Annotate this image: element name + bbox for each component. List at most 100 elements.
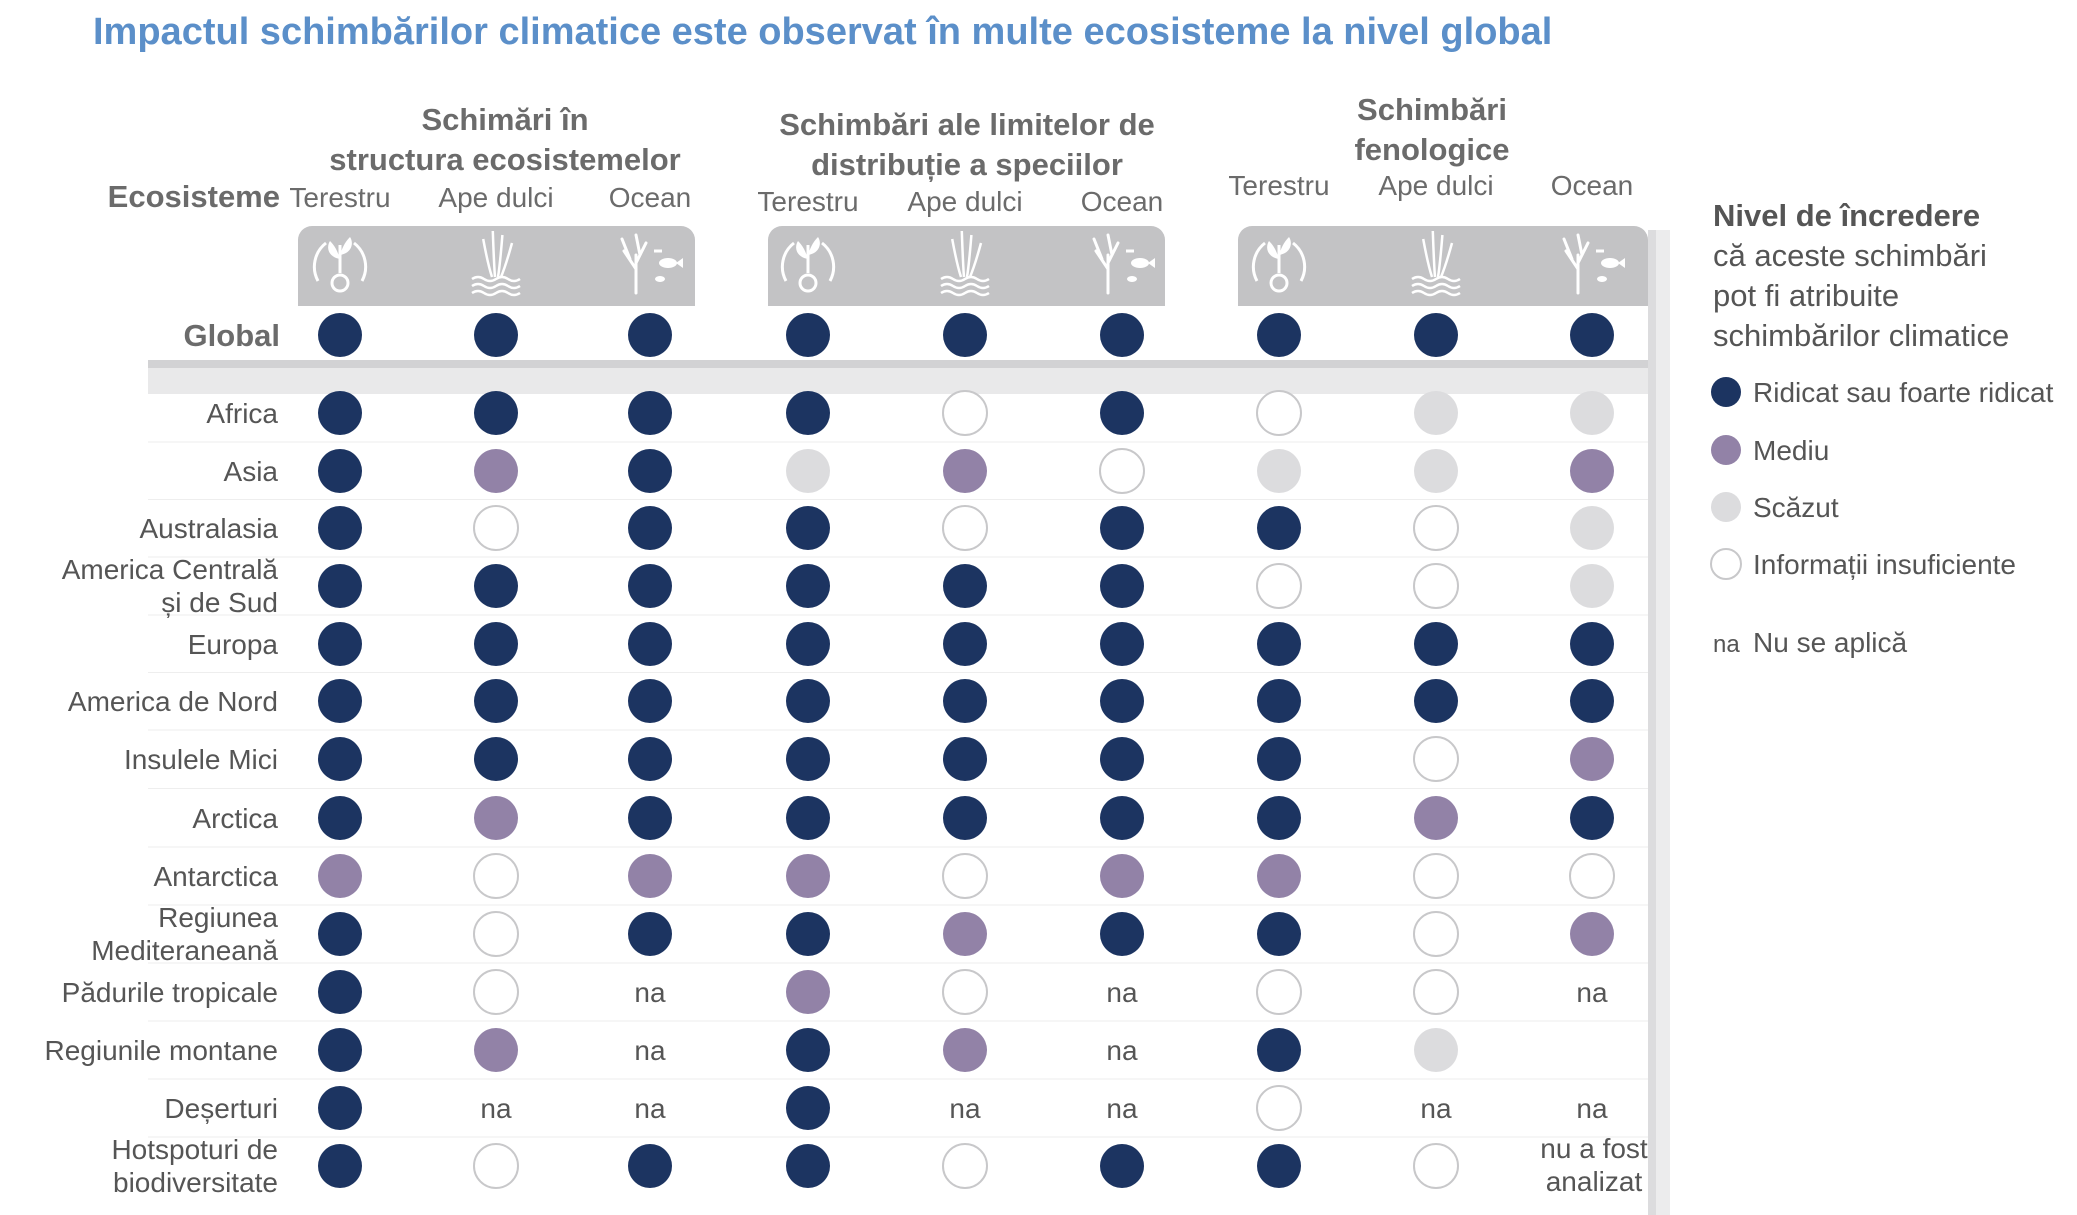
- confidence-insufficient-dot: [1569, 853, 1615, 899]
- confidence-insufficient-dot: [942, 969, 988, 1015]
- table-row: Australasia: [139, 505, 1614, 551]
- confidence-low-dot: [786, 449, 830, 493]
- confidence-high-dot: [318, 1028, 362, 1072]
- confidence-high-dot: [1257, 622, 1301, 666]
- confidence-high-dot: [628, 622, 672, 666]
- confidence-high-dot: [1100, 679, 1144, 723]
- table-row: Deșerturi na na na na na na: [164, 1085, 1608, 1131]
- confidence-medium-dot: [474, 449, 518, 493]
- confidence-high-dot: [786, 912, 830, 956]
- legend-na-symbol: na: [1713, 631, 1740, 658]
- row-header-label: Ecosisteme: [108, 179, 280, 214]
- confidence-high-dot: [474, 391, 518, 435]
- confidence-insufficient-dot: [1413, 1143, 1459, 1189]
- legend-low-swatch: [1711, 492, 1741, 522]
- row-label: Mediteraneană: [91, 935, 278, 966]
- confidence-high-dot: [786, 506, 830, 550]
- confidence-high-dot: [474, 622, 518, 666]
- freshwater-reeds-icon: [1411, 230, 1461, 297]
- group-title-2: distribuție a speciilor: [811, 147, 1123, 182]
- confidence-insufficient-dot: [1413, 505, 1459, 551]
- row-label: America Centrală: [62, 554, 279, 585]
- row-label: Antarctica: [154, 861, 279, 892]
- confidence-high-dot: [474, 564, 518, 608]
- confidence-insufficient-dot: [1099, 448, 1145, 494]
- confidence-low-dot: [1414, 449, 1458, 493]
- column-header-terestru: Terestru: [289, 182, 390, 213]
- confidence-insufficient-dot: [942, 505, 988, 551]
- confidence-high-dot: [786, 1028, 830, 1072]
- table-row: Insulele Mici: [124, 736, 1614, 782]
- global-row-label: Global: [184, 318, 280, 353]
- confidence-high-dot: [628, 679, 672, 723]
- na-label: na: [1106, 1035, 1138, 1066]
- confidence-high-dot: [628, 1144, 672, 1188]
- na-label: na: [480, 1093, 512, 1124]
- confidence-insufficient-dot: [1413, 969, 1459, 1015]
- confidence-insufficient-dot: [473, 911, 519, 957]
- confidence-high-dot: [1257, 796, 1301, 840]
- confidence-high-dot: [474, 679, 518, 723]
- confidence-insufficient-dot: [473, 1143, 519, 1189]
- confidence-high-dot: [1570, 679, 1614, 723]
- confidence-medium-dot: [1257, 854, 1301, 898]
- column-header-ape-dulci: Ape dulci: [438, 182, 553, 213]
- na-label: na: [949, 1093, 981, 1124]
- confidence-high-dot: [943, 564, 987, 608]
- confidence-medium-dot: [1570, 912, 1614, 956]
- confidence-medium-dot: [628, 854, 672, 898]
- row-label: și de Sud: [161, 587, 278, 618]
- legend-na-label: Nu se aplică: [1753, 627, 1908, 658]
- confidence-medium-dot: [786, 854, 830, 898]
- table-row: Pădurile tropicale na na na: [62, 969, 1608, 1015]
- legend-high-label: Ridicat sau foarte ridicat: [1753, 377, 2054, 408]
- table-row: Arctica: [192, 796, 1614, 840]
- table-row: Regiunile montane na na: [45, 1028, 1458, 1072]
- confidence-high-dot: [628, 912, 672, 956]
- confidence-high-dot: [318, 1086, 362, 1130]
- confidence-high-dot: [1257, 1144, 1301, 1188]
- confidence-low-dot: [1414, 391, 1458, 435]
- confidence-low-dot: [1570, 564, 1614, 608]
- confidence-medium-dot: [1100, 854, 1144, 898]
- confidence-high-dot: [786, 679, 830, 723]
- confidence-high-dot: [318, 313, 362, 357]
- confidence-high-dot: [1257, 506, 1301, 550]
- row-label: Arctica: [192, 803, 278, 834]
- confidence-high-dot: [1570, 313, 1614, 357]
- row-label: America de Nord: [68, 686, 278, 717]
- confidence-medium-dot: [786, 970, 830, 1014]
- table-row: America de Nord: [68, 679, 1614, 723]
- confidence-high-dot: [786, 564, 830, 608]
- confidence-insufficient-dot: [1256, 1085, 1302, 1131]
- na-label: na: [1420, 1093, 1452, 1124]
- na-label: na: [634, 1035, 666, 1066]
- confidence-insufficient-dot: [1413, 911, 1459, 957]
- row-label: Deșerturi: [164, 1093, 278, 1124]
- column-header-terestru: Terestru: [1228, 170, 1329, 201]
- confidence-high-dot: [1414, 679, 1458, 723]
- confidence-high-dot: [1100, 796, 1144, 840]
- group-title-1: structura ecosistemelor: [329, 142, 680, 177]
- confidence-high-dot: [943, 622, 987, 666]
- confidence-high-dot: [628, 796, 672, 840]
- column-header-ocean: Ocean: [609, 182, 692, 213]
- confidence-insufficient-dot: [1256, 390, 1302, 436]
- column-header-ocean: Ocean: [1081, 186, 1164, 217]
- plant-cycle-icon: [312, 237, 368, 293]
- na-label: na: [1576, 1093, 1608, 1124]
- confidence-medium-dot: [943, 1028, 987, 1072]
- legend-medium-swatch: [1711, 435, 1741, 465]
- freshwater-reeds-icon: [471, 230, 521, 297]
- confidence-high-dot: [1257, 912, 1301, 956]
- row-label: Asia: [224, 456, 279, 487]
- column-header-ocean: Ocean: [1551, 170, 1634, 201]
- confidence-medium-dot: [474, 1028, 518, 1072]
- confidence-high-dot: [943, 796, 987, 840]
- confidence-high-dot: [318, 737, 362, 781]
- row-label: Hotspoturi de: [111, 1134, 278, 1165]
- confidence-medium-dot: [474, 796, 518, 840]
- confidence-high-dot: [318, 622, 362, 666]
- confidence-insufficient-dot: [942, 390, 988, 436]
